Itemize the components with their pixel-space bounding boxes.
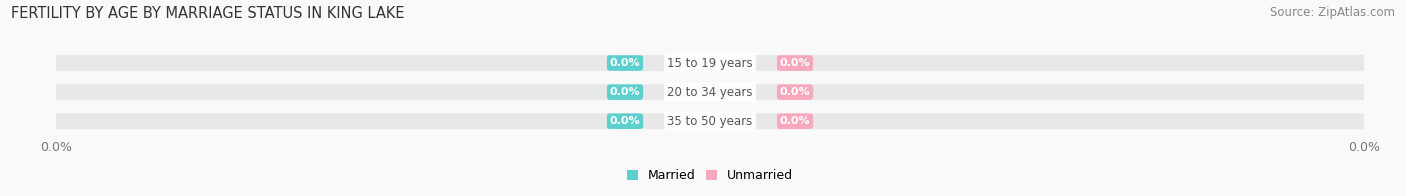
Text: 20 to 34 years: 20 to 34 years xyxy=(668,86,752,99)
Text: FERTILITY BY AGE BY MARRIAGE STATUS IN KING LAKE: FERTILITY BY AGE BY MARRIAGE STATUS IN K… xyxy=(11,6,405,21)
Text: 0.0%: 0.0% xyxy=(780,116,810,126)
Text: 0.0%: 0.0% xyxy=(610,58,640,68)
Text: 0.0%: 0.0% xyxy=(610,116,640,126)
Text: 0.0%: 0.0% xyxy=(780,87,810,97)
FancyBboxPatch shape xyxy=(46,55,1374,71)
Text: Source: ZipAtlas.com: Source: ZipAtlas.com xyxy=(1270,6,1395,19)
FancyBboxPatch shape xyxy=(46,84,1374,100)
Legend: Married, Unmarried: Married, Unmarried xyxy=(621,164,799,187)
FancyBboxPatch shape xyxy=(46,113,1374,129)
Text: 0.0%: 0.0% xyxy=(780,58,810,68)
Text: 0.0%: 0.0% xyxy=(610,87,640,97)
Text: 15 to 19 years: 15 to 19 years xyxy=(668,56,752,70)
Text: 35 to 50 years: 35 to 50 years xyxy=(668,115,752,128)
